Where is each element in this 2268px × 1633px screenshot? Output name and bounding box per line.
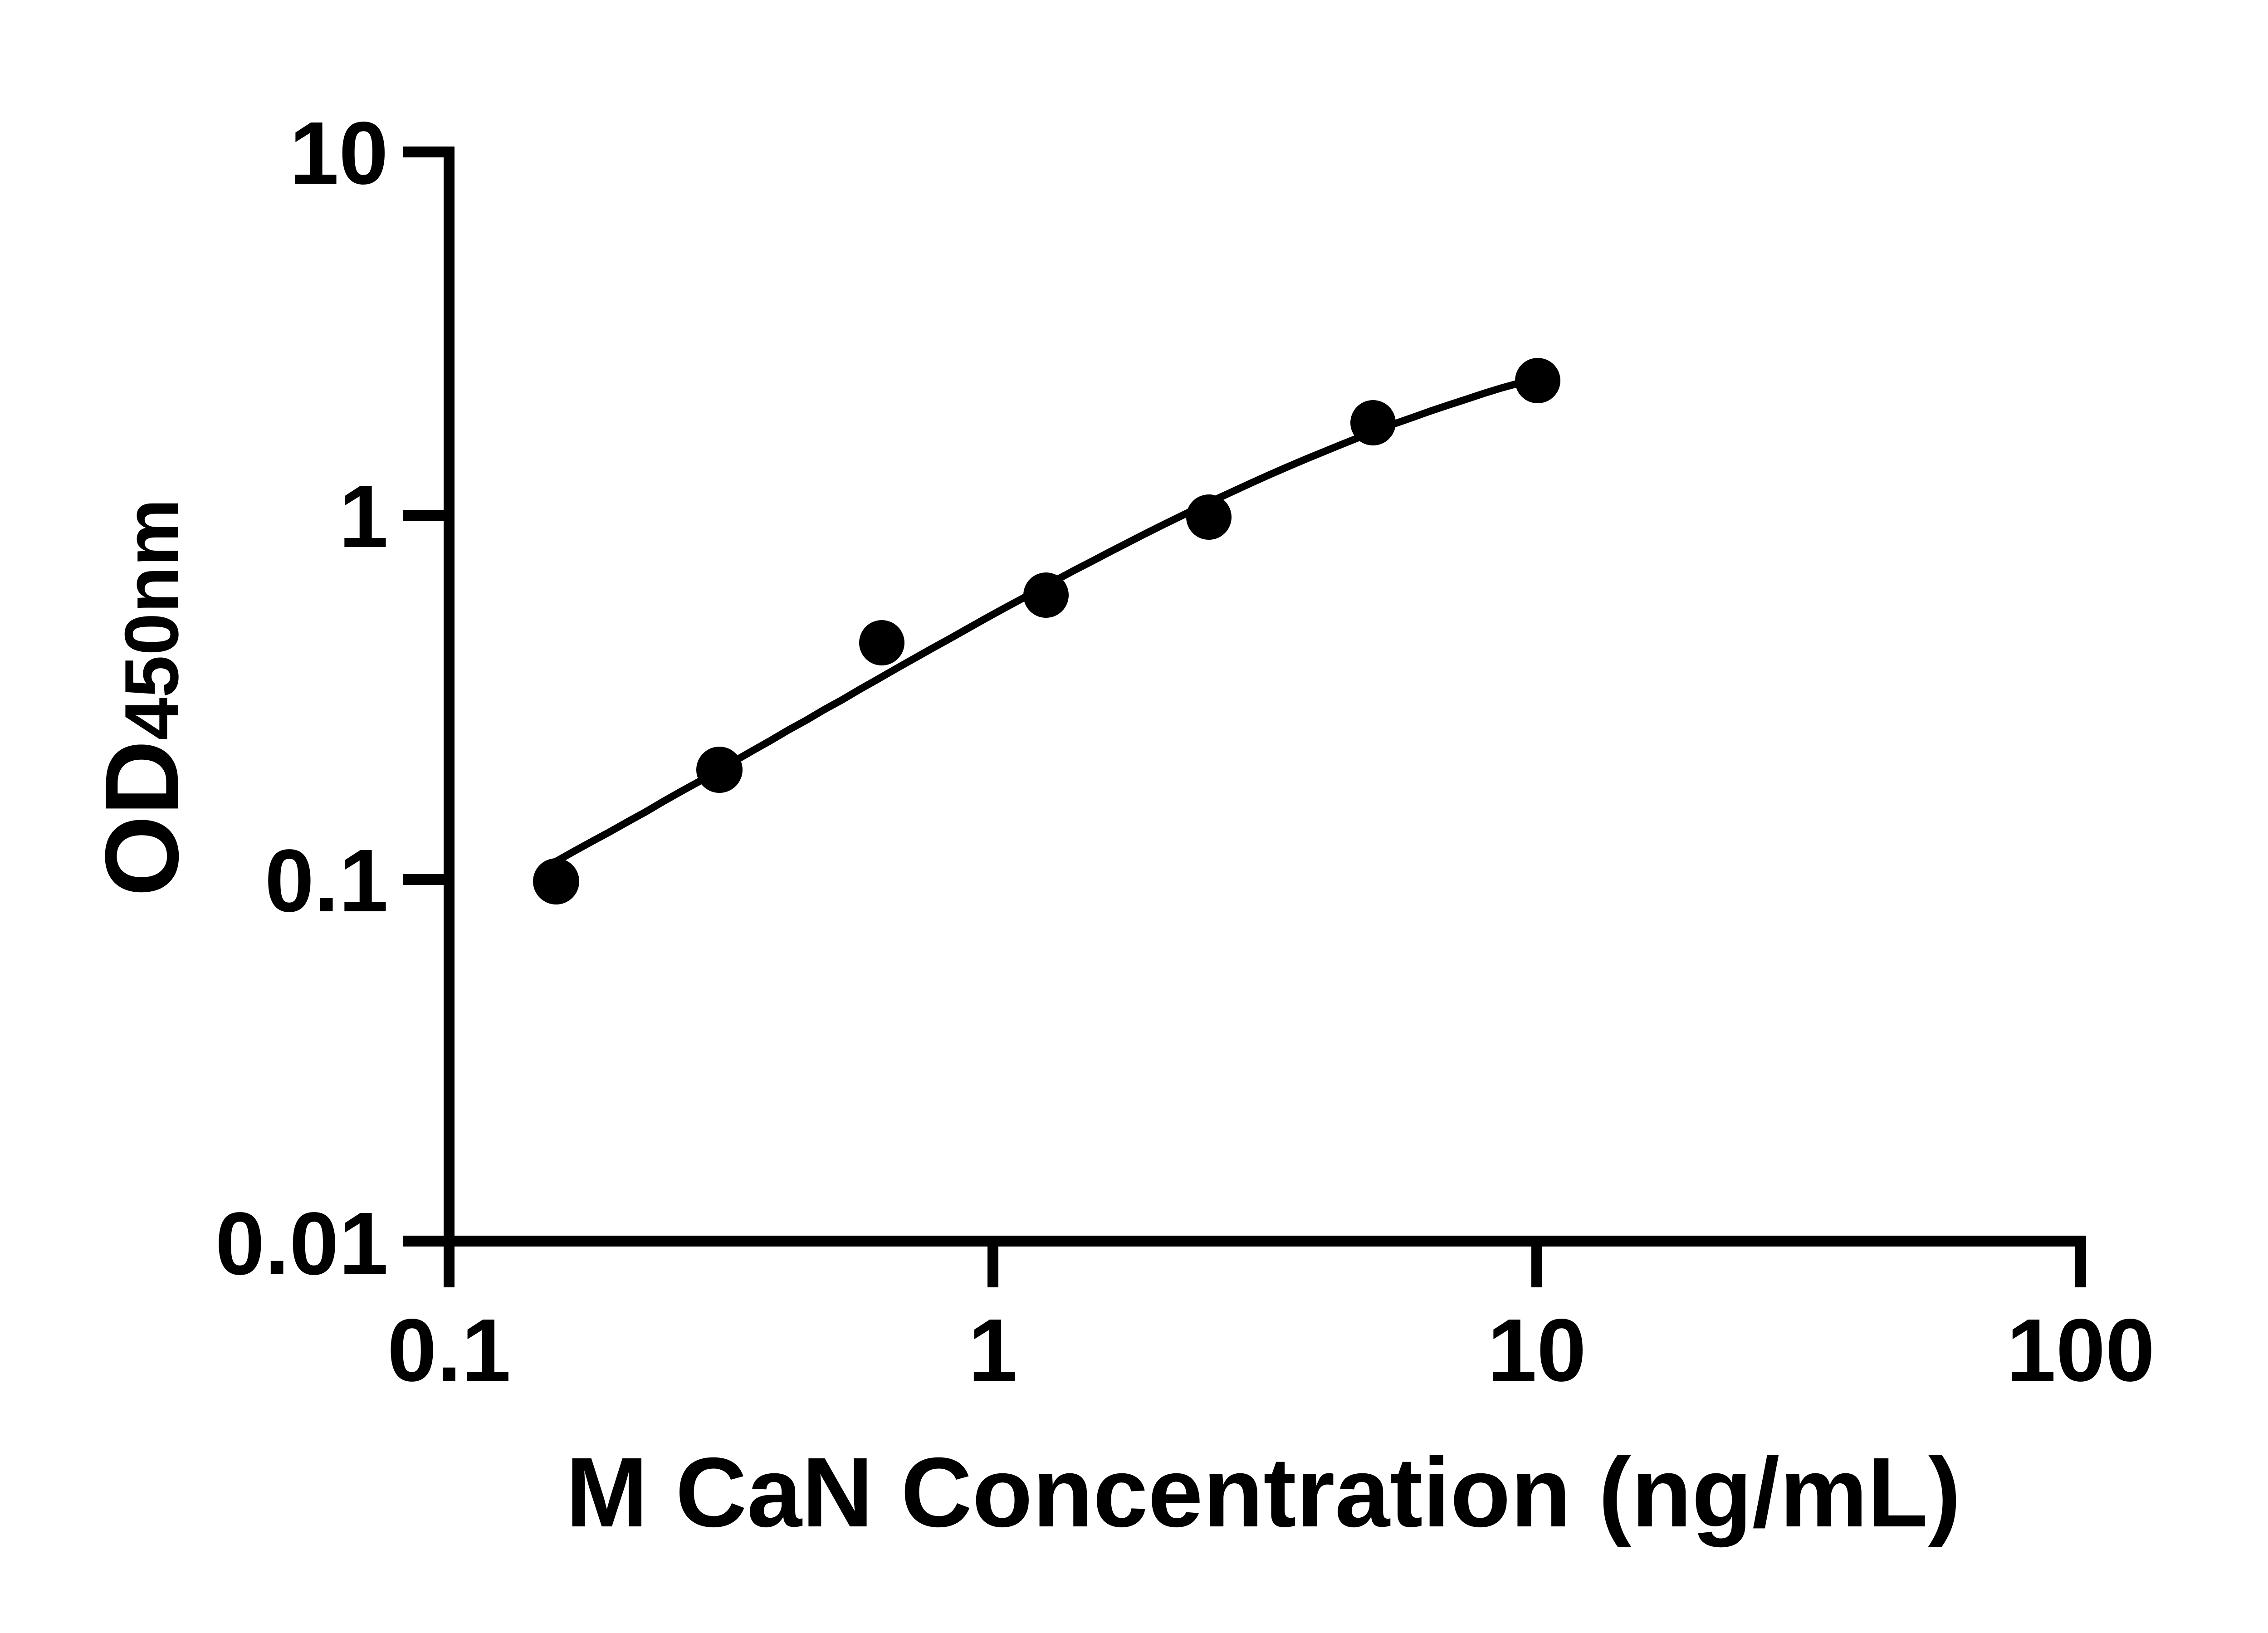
svg-text:0.01: 0.01 <box>215 1194 388 1293</box>
svg-text:0.1: 0.1 <box>387 1301 511 1400</box>
svg-text:1: 1 <box>968 1301 1017 1400</box>
svg-text:1: 1 <box>339 467 388 566</box>
svg-text:M CaN Concentration (ng/mL): M CaN Concentration (ng/mL) <box>566 1437 1961 1548</box>
svg-text:10: 10 <box>1487 1301 1586 1400</box>
svg-text:0.1: 0.1 <box>265 831 388 930</box>
svg-text:100: 100 <box>2006 1301 2155 1400</box>
svg-text:10: 10 <box>289 103 388 203</box>
